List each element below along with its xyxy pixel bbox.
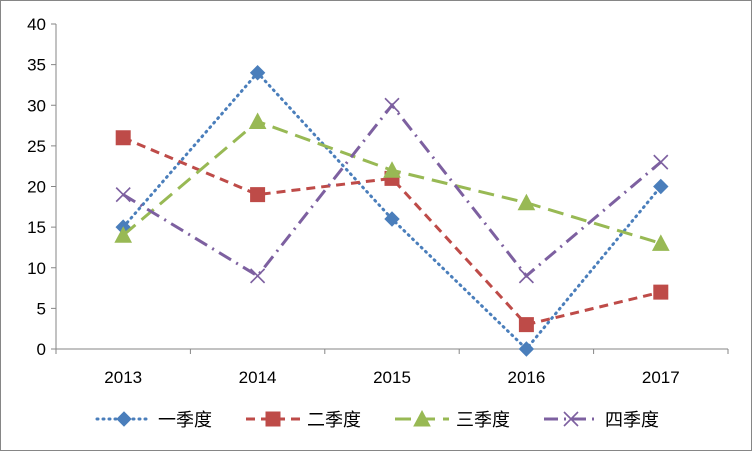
y-tick-label: 5 (37, 299, 46, 318)
series-line (122, 102, 662, 279)
y-tick-label: 40 (27, 15, 46, 34)
legend-item-1: 一季度 (95, 410, 212, 431)
legend-label: 四季度 (605, 410, 659, 431)
legend-item-3: 三季度 (395, 409, 510, 431)
data-point-diamond (249, 65, 266, 81)
x-tick-label: 2015 (373, 368, 411, 387)
legend-marker-square (265, 411, 281, 427)
series-1 (115, 65, 669, 357)
legend-marker-triangle (413, 409, 431, 427)
x-tick-label: 2013 (104, 368, 142, 387)
data-point-x (384, 97, 400, 113)
series-4 (115, 97, 669, 284)
legend-label: 三季度 (456, 410, 510, 431)
data-point-x (115, 187, 131, 203)
y-tick-label: 0 (37, 340, 46, 359)
data-point-square (115, 130, 131, 146)
series-3 (114, 112, 670, 251)
legend-item-4: 四季度 (544, 410, 659, 431)
legend-marker-x (563, 411, 579, 427)
legend-item-2: 二季度 (246, 410, 361, 431)
data-point-x (250, 268, 266, 284)
data-point-triangle (114, 226, 133, 243)
x-tick-label: 2017 (642, 368, 680, 387)
y-tick-label: 35 (27, 56, 46, 75)
data-point-triangle (248, 112, 267, 129)
series-line (122, 136, 662, 327)
y-tick-label: 20 (27, 178, 46, 197)
x-tick-label: 2014 (239, 368, 277, 387)
y-tick-label: 25 (27, 137, 46, 156)
data-point-square (653, 284, 669, 300)
series-line (121, 70, 663, 352)
data-point-diamond (653, 178, 669, 195)
data-point-x (518, 268, 534, 284)
legend-label: 二季度 (307, 410, 361, 431)
series-2 (115, 130, 669, 333)
data-point-triangle (383, 161, 401, 178)
data-point-triangle (651, 234, 670, 251)
x-tick-label: 2016 (507, 368, 545, 387)
legend-label: 一季度 (158, 410, 212, 431)
data-point-diamond (518, 341, 535, 357)
data-point-square (250, 187, 266, 203)
data-point-triangle (517, 193, 536, 211)
data-point-square (518, 317, 534, 333)
data-point-diamond (384, 211, 400, 227)
y-tick-label: 30 (27, 96, 46, 115)
legend-marker-diamond (116, 411, 132, 427)
y-tick-label: 15 (27, 218, 46, 237)
y-tick-label: 10 (27, 259, 46, 278)
data-point-x (653, 154, 669, 170)
